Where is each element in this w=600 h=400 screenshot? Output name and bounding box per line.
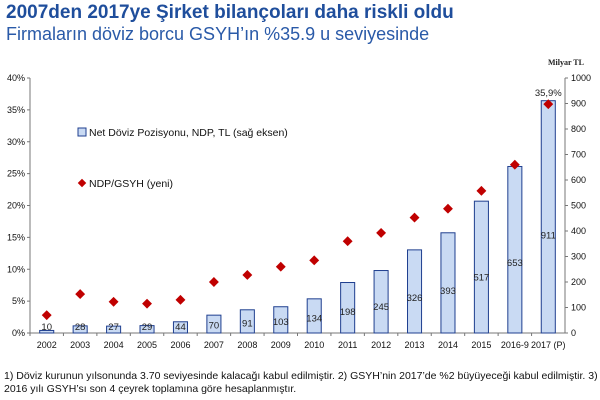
bar-value-label: 198: [340, 307, 356, 318]
bar-ndp: [473, 200, 489, 334]
ratio-point: [275, 261, 286, 272]
right-tick-label: 900: [571, 99, 586, 109]
x-tick-label: 2007: [204, 340, 224, 350]
bar-ndp: [106, 325, 122, 334]
bar-ndp: [72, 325, 88, 334]
ratio-point: [242, 270, 253, 280]
chart-subtitle: Firmaların döviz borcu GSYH’ın %35.9 u s…: [6, 24, 430, 44]
footnote: 1) Döviz kurunun yılsonunda 3.70 seviyes…: [4, 370, 598, 395]
right-tick-label: 0: [571, 328, 576, 338]
right-tick-label: 800: [571, 124, 586, 134]
ratio-point: [443, 203, 453, 214]
ratio-point: [41, 310, 52, 321]
legend-label-points: NDP/GSYH (yeni): [89, 178, 173, 190]
bar-ndp: [440, 232, 456, 334]
legend-label-bars: Net Döviz Pozisyonu, NDP, TL (sağ eksen): [89, 127, 288, 139]
x-tick-label: 2013: [405, 340, 425, 350]
left-tick-label: 0%: [12, 328, 25, 338]
bar-value-label: 517: [473, 273, 489, 284]
bar-ndp: [507, 165, 523, 334]
ratio-point: [409, 212, 420, 223]
bar-value-label: 911: [541, 230, 556, 241]
legend-swatch-points: [77, 178, 87, 188]
left-tick-label: 40%: [7, 73, 25, 83]
x-tick-label: 2008: [237, 340, 257, 350]
left-tick-label: 15%: [7, 232, 25, 242]
ratio-point: [509, 159, 520, 170]
bar-value-label: 134: [306, 314, 322, 325]
x-tick-label: 2014: [438, 340, 458, 350]
bar-ndp: [239, 309, 255, 334]
ratio-point: [376, 227, 387, 238]
x-tick-label: 2012: [371, 340, 391, 350]
bar-ndp: [340, 282, 356, 334]
right-tick-label: 300: [571, 252, 586, 262]
bar-value-label: 245: [373, 302, 389, 313]
left-tick-label: 35%: [7, 105, 25, 115]
ratio-point: [142, 298, 152, 309]
x-tick-label: 2006: [170, 340, 190, 350]
bar-value-label: 91: [242, 318, 253, 329]
legend-swatch-bars: [77, 127, 87, 137]
ratio-point: [309, 255, 320, 266]
x-tick-label: 2017 (P): [531, 340, 566, 350]
bar-value-label: 44: [175, 322, 186, 333]
ratio-point-label: 35,9%: [535, 88, 562, 99]
x-tick-label: 2009: [271, 340, 291, 350]
x-tick-label: 2002: [37, 340, 57, 350]
right-tick-label: 600: [571, 175, 586, 185]
right-tick-label: 200: [571, 277, 586, 287]
bar-value-label: 29: [142, 322, 153, 333]
ratio-point: [543, 99, 554, 110]
left-tick-label: 10%: [7, 264, 25, 274]
right-tick-label: 400: [571, 226, 586, 236]
x-tick-label: 2005: [137, 340, 157, 350]
bar-ndp: [306, 298, 322, 334]
left-tick-label: 25%: [7, 169, 25, 179]
ratio-point: [75, 289, 86, 300]
ratio-point: [342, 236, 353, 247]
right-tick-label: 500: [571, 201, 586, 211]
x-tick-label: 2015: [471, 340, 491, 350]
bar-ndp: [172, 321, 188, 334]
x-tick-label: 2003: [70, 340, 90, 350]
bar-value-label: 326: [407, 293, 423, 304]
chart-title: 2007den 2017ye Şirket bilançoları daha r…: [6, 2, 454, 23]
bar-ndp: [373, 270, 389, 334]
left-tick-label: 30%: [7, 137, 25, 147]
bar-value-label: 103: [273, 317, 289, 328]
x-tick-label: 2010: [304, 340, 324, 350]
x-tick-label: 2004: [104, 340, 124, 350]
bar-ndp: [540, 100, 556, 334]
bar-value-label: 10: [41, 322, 52, 333]
bar-ndp: [206, 314, 222, 334]
left-tick-label: 20%: [7, 201, 25, 211]
right-tick-label: 1000: [571, 73, 591, 83]
right-tick-label: 700: [571, 150, 586, 160]
bar-ndp: [139, 325, 155, 334]
x-tick-label: 2011: [338, 340, 357, 350]
right-axis-unit: Milyar TL: [548, 58, 584, 67]
bar-value-label: 70: [209, 321, 220, 332]
bar-ndp: [407, 249, 423, 334]
x-tick-label: 2016-9: [501, 340, 529, 350]
bar-value-label: 393: [440, 286, 456, 297]
bar-ndp: [273, 306, 289, 334]
bar-value-label: 28: [75, 322, 86, 333]
bar-ndp: [39, 329, 55, 334]
ratio-point: [175, 294, 186, 305]
ratio-point: [208, 277, 219, 287]
right-tick-label: 100: [571, 303, 586, 313]
bar-value-label: 653: [507, 258, 523, 269]
left-tick-label: 5%: [12, 296, 25, 306]
bar-value-label: 27: [108, 322, 119, 333]
ratio-point: [108, 296, 119, 307]
ratio-point: [476, 185, 487, 196]
